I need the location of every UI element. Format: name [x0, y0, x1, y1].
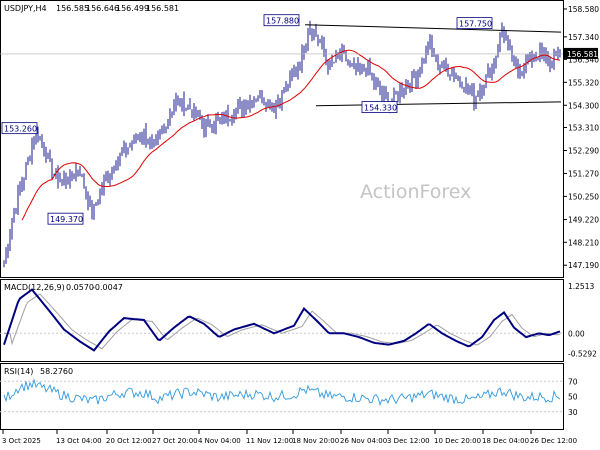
channel-lower-line	[315, 101, 562, 107]
price-annotation-box	[361, 101, 398, 113]
price-annotation-label: 154.330	[364, 104, 397, 113]
header-low: 156.499	[116, 4, 149, 13]
rsi-layer	[0, 378, 563, 413]
macd-label: MACD(12,26,9)	[4, 283, 65, 292]
price-annotation-box	[263, 14, 300, 27]
rsi-line	[3, 378, 561, 407]
header-close: 156.581	[146, 4, 179, 13]
current-price-tag	[564, 47, 598, 59]
x-tick-label: 3 Oct 2025	[2, 437, 41, 445]
x-tick-label: 3 Dec 12:00	[387, 437, 430, 445]
x-tick-label: 18 Dec 04:00	[482, 437, 529, 445]
macd-layer	[0, 288, 563, 352]
price-layer: 157.880 157.750 153.260 154.330 149.370	[0, 14, 563, 268]
channel-upper-line	[304, 24, 562, 33]
price-annotation-label: 149.370	[50, 215, 83, 224]
x-tick-label: 26 Nov 04:00	[340, 437, 387, 445]
x-tick-label: 4 Nov 04:00	[198, 437, 241, 445]
price-tick-label: 156.340	[568, 55, 599, 64]
x-tick-label: 20 Oct 12:00	[106, 437, 152, 445]
macd-value1: 0.0570	[66, 283, 94, 292]
x-tick-label: 10 Dec 20:00	[434, 437, 481, 445]
current-price-label: 156.581	[567, 50, 598, 59]
x-tick-label: 13 Oct 04:00	[56, 437, 102, 445]
price-tick-label: 147.190	[568, 261, 599, 270]
watermark: ActionForex	[360, 181, 471, 203]
macd-tick-label: 0.00	[568, 329, 585, 338]
rsi-tick-label: 50	[568, 393, 578, 402]
price-tick-label: 150.250	[568, 192, 599, 201]
price-tick-label: 151.270	[568, 169, 599, 178]
macd-tick-label: 1.2513	[568, 282, 594, 291]
macd-panel	[0, 279, 564, 362]
moving-average-line	[21, 49, 561, 221]
price-tick-label: 153.310	[568, 124, 599, 133]
macd-value2: -0.0047	[92, 283, 123, 292]
header-symbol: USDJPY,H4	[4, 4, 47, 13]
x-tick-label: 27 Oct 20:00	[152, 437, 198, 445]
header-high: 156.646	[86, 4, 119, 13]
price-panel	[0, 0, 564, 278]
price-tick-label: 152.290	[568, 146, 599, 155]
x-tick-label: 18 Nov 20:00	[292, 437, 339, 445]
price-annotation-label: 157.880	[266, 17, 299, 26]
axis-layer: 158.580 157.340 156.340 155.320 154.300 153.3…	[2, 5, 599, 445]
price-tick-label: 154.300	[568, 101, 599, 110]
price-tick-label: 155.320	[568, 78, 599, 87]
price-annotation-box	[456, 17, 493, 30]
macd-tick-label: -0.5292	[568, 349, 597, 358]
x-tick-label: 26 Dec 12:00	[530, 437, 577, 445]
price-annotation-box	[47, 212, 84, 225]
rsi-label: RSI(14)	[4, 367, 33, 376]
macd-line	[3, 288, 561, 352]
price-annotation-label: 153.260	[4, 125, 37, 134]
rsi-tick-label: 70	[568, 377, 578, 386]
x-tick-label: 11 Nov 12:00	[246, 437, 293, 445]
price-tick-label: 148.210	[568, 238, 599, 247]
price-tick-label: 149.220	[568, 216, 599, 225]
header-open: 156.585	[56, 4, 89, 13]
price-tick-label: 158.580	[568, 5, 599, 14]
rsi-value: 58.2760	[40, 367, 73, 376]
price-annotation-label: 157.750	[459, 20, 492, 29]
price-tick-label: 157.340	[568, 33, 599, 42]
rsi-tick-label: 30	[568, 408, 578, 417]
price-annotation-box	[1, 122, 38, 135]
